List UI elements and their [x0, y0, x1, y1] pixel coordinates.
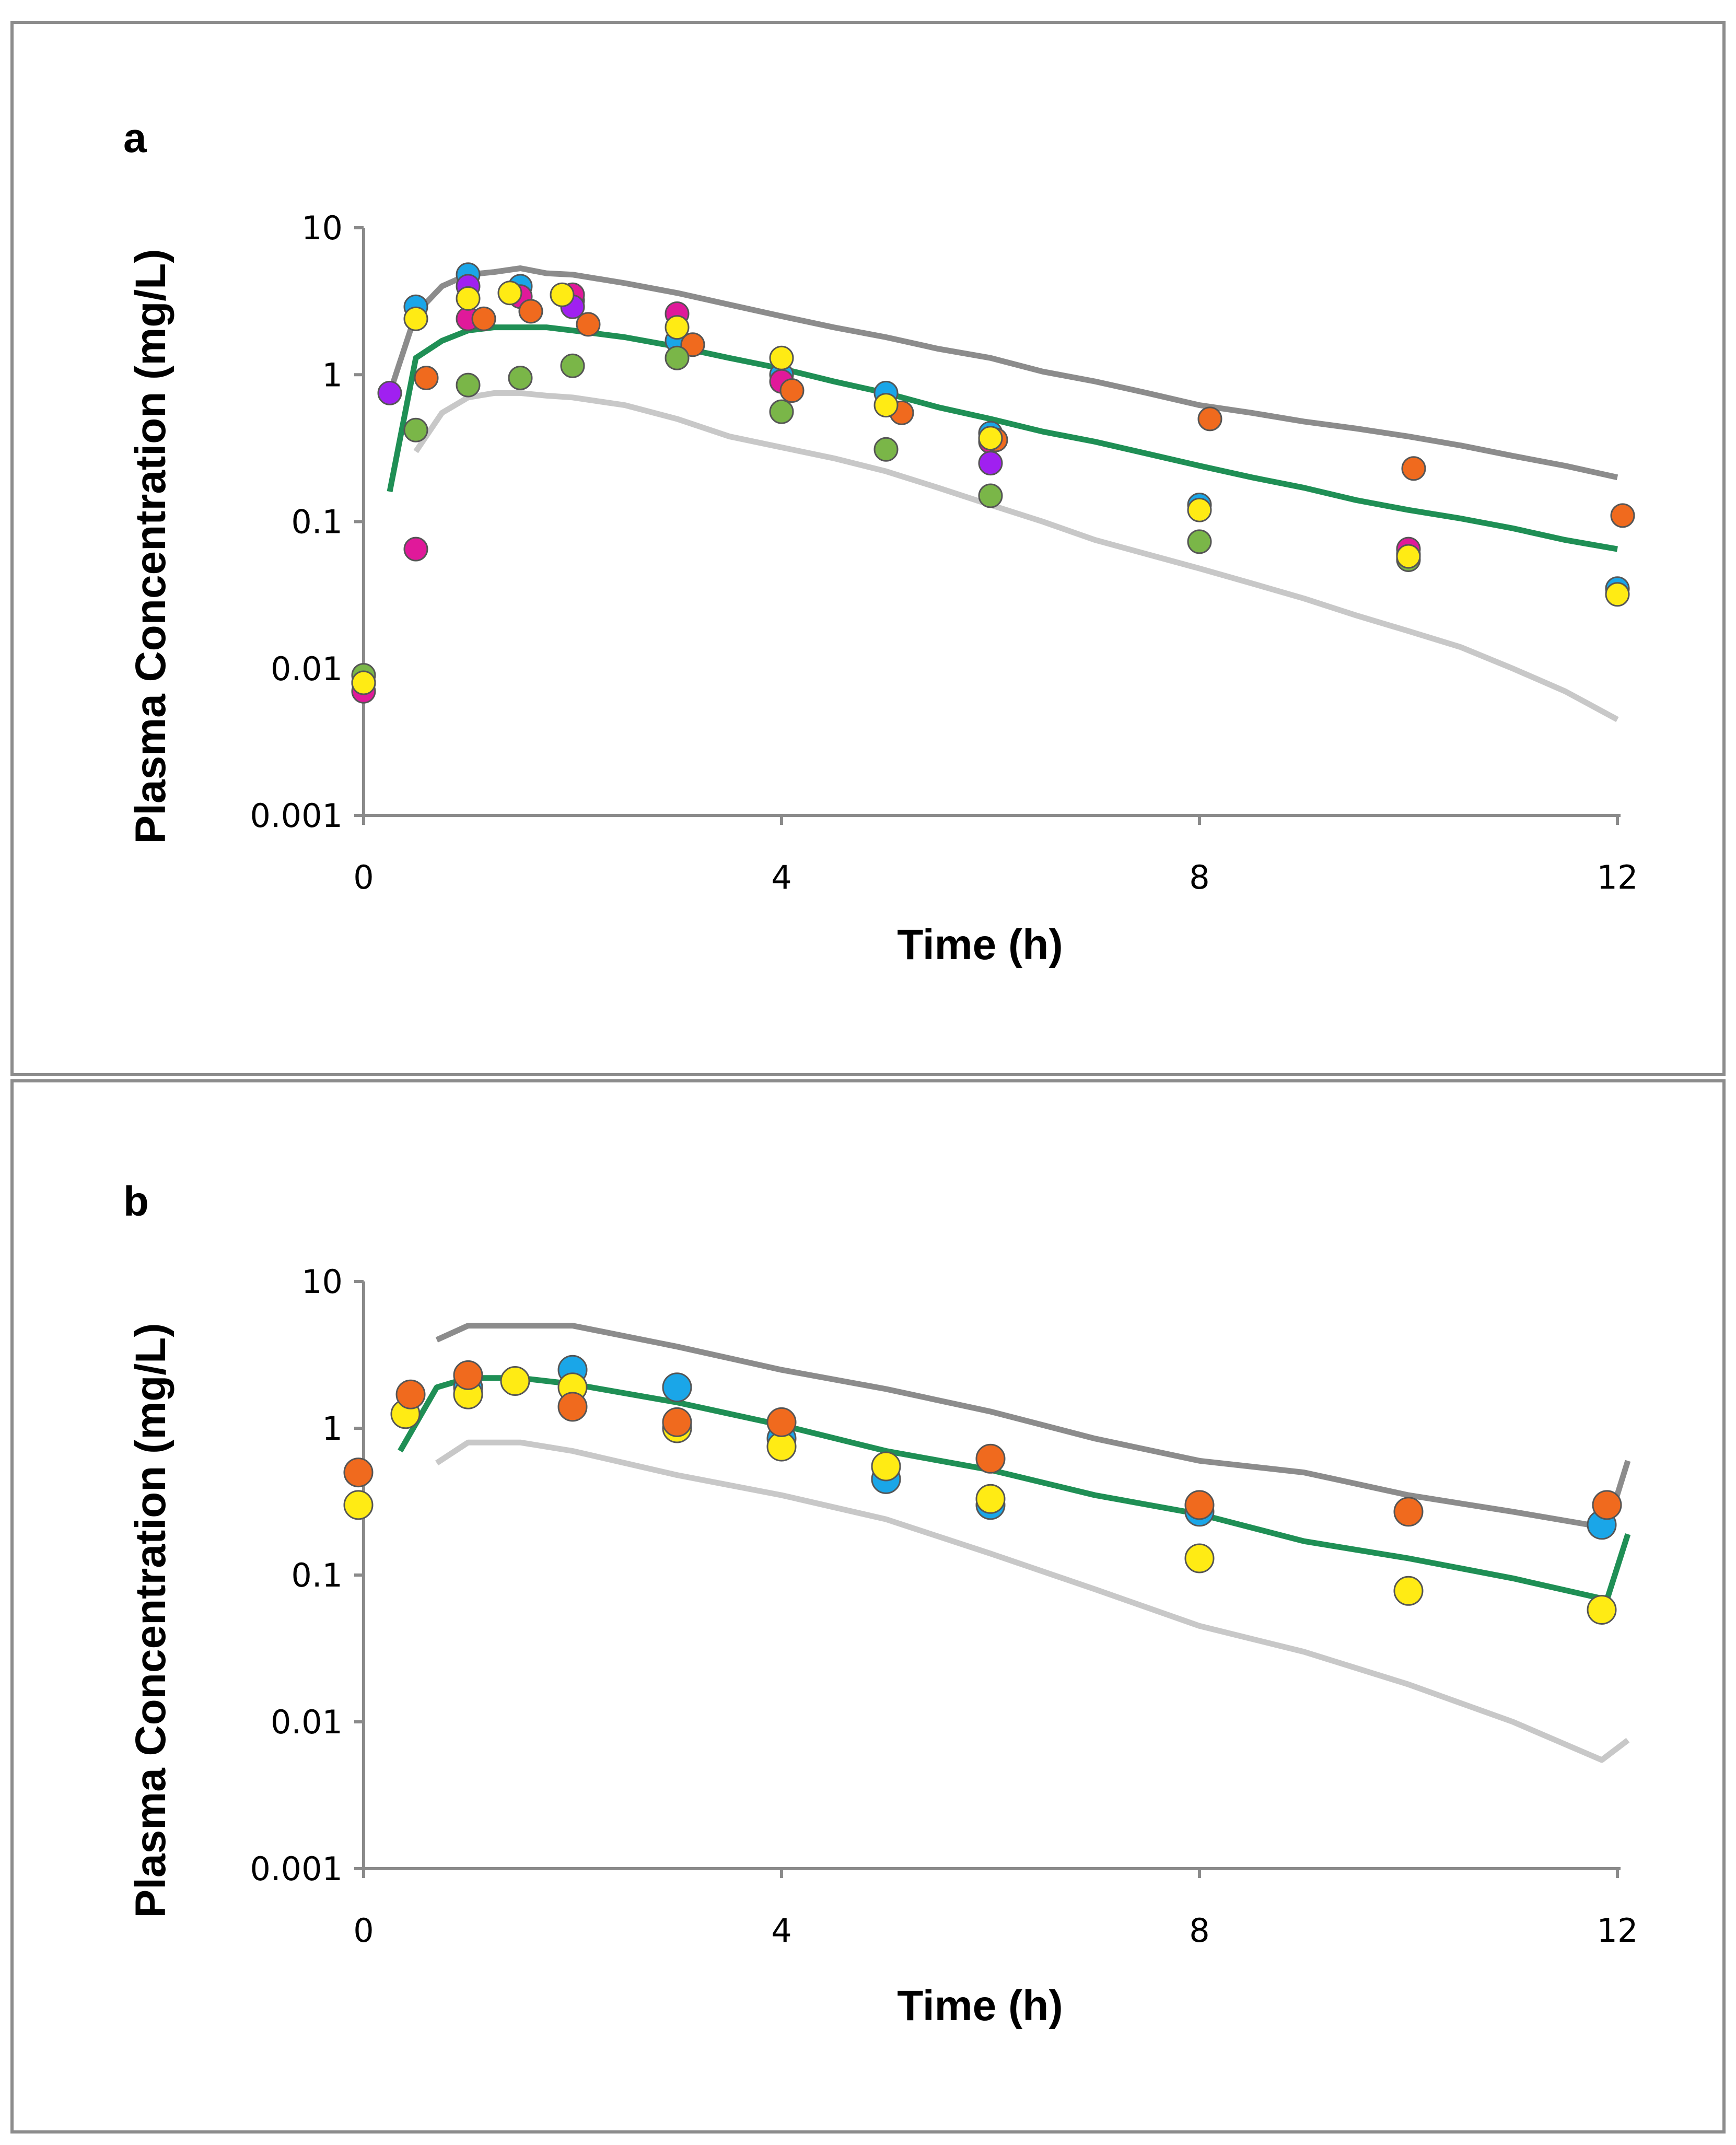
point-subject-yellow — [497, 281, 522, 306]
y-axis-title: Plasma Concentration (mg/L) — [127, 1323, 174, 1918]
chart-a: a 10 1 0.1 0.01 0.001 0 4 8 12 Time (h) Plasma C… — [123, 114, 1638, 969]
point-subject-green — [978, 483, 1003, 508]
y-axis-title: Plasma Concentration (mg/L) — [127, 249, 174, 844]
point-subject-green — [403, 417, 428, 442]
point-subject-yellow — [665, 315, 690, 340]
panel-label: b — [123, 1178, 149, 1225]
chart-panel-a: a 10 1 0.1 0.01 0.001 0 4 8 12 Time (h) Plasma C… — [10, 21, 1726, 1076]
point-subject-orange — [557, 1392, 588, 1422]
point-subject-green — [1187, 529, 1212, 554]
y-tick-label: 10 — [301, 1263, 343, 1301]
point-subject-orange — [576, 312, 601, 337]
x-tick-label: 8 — [1189, 1911, 1209, 1950]
x-tick-label: 8 — [1189, 858, 1209, 896]
y-tick-label: 0.1 — [291, 503, 343, 541]
point-subject-yellow — [343, 1490, 374, 1520]
point-subject-green — [665, 345, 690, 370]
line-median — [387, 324, 1618, 552]
point-subject-yellow — [550, 282, 575, 307]
y-tick-label: 1 — [322, 1409, 343, 1448]
point-subject-orange — [1393, 1497, 1424, 1527]
point-subject-green — [769, 399, 794, 424]
line-upper — [387, 265, 1618, 481]
point-subject-yellow — [1605, 582, 1630, 607]
point-subject-yellow — [975, 1484, 1006, 1514]
point-subject-orange — [518, 299, 543, 324]
plot-area: 10 1 0.1 0.01 0.001 0 4 8 12 — [250, 209, 1638, 896]
x-tick-label: 4 — [771, 858, 791, 896]
x-tick-label: 0 — [353, 858, 374, 896]
x-tick-label: 0 — [353, 1911, 374, 1950]
y-tick-label: 0.01 — [271, 1703, 343, 1741]
point-subject-orange — [1592, 1490, 1622, 1520]
point-subject-yellow — [1184, 1543, 1215, 1573]
point-subject-yellow — [769, 345, 794, 370]
point-subject-orange — [766, 1407, 797, 1437]
x-tick-label: 12 — [1597, 1911, 1638, 1950]
y-tick-label: 0.01 — [271, 650, 343, 688]
x-tick-label: 4 — [771, 1911, 791, 1950]
panel-label: a — [123, 114, 147, 161]
chart-b: b 10 1 0.1 0.01 0.001 0 4 8 12 Time (h) Plasma C… — [123, 1178, 1638, 2030]
y-tick-label: 0.001 — [250, 1850, 343, 1888]
point-subject-yellow — [871, 1451, 901, 1482]
point-subject-orange — [1610, 503, 1635, 528]
point-subject-orange — [662, 1407, 692, 1437]
chart-panel-b: b 10 1 0.1 0.01 0.001 0 4 8 12 Time (h) Plasma C… — [10, 1079, 1726, 2134]
line-lower — [435, 1439, 1630, 1763]
y-tick-label: 10 — [301, 209, 343, 247]
x-tick-label: 12 — [1597, 858, 1638, 896]
point-subject-orange — [975, 1443, 1006, 1474]
point-subject-purple — [377, 380, 402, 405]
point-subject-orange — [395, 1379, 426, 1409]
y-tick-label: 1 — [322, 356, 343, 394]
x-axis-title: Time (h) — [897, 1982, 1063, 2030]
point-subject-orange — [453, 1360, 483, 1390]
point-subject-orange — [414, 366, 439, 390]
plot-area: 10 1 0.1 0.01 0.001 0 4 8 12 — [250, 1263, 1638, 1950]
point-subject-orange — [779, 378, 805, 403]
line-median — [398, 1375, 1631, 1603]
x-axis-title: Time (h) — [897, 921, 1063, 969]
point-subject-yellow — [978, 426, 1003, 451]
point-subject-orange — [1184, 1490, 1215, 1520]
point-subject-blue — [662, 1372, 692, 1403]
point-subject-green — [560, 353, 585, 378]
line-lower — [413, 390, 1619, 722]
point-subject-orange — [471, 306, 496, 331]
point-subject-orange — [680, 332, 705, 357]
point-subject-yellow — [1187, 497, 1212, 522]
point-subject-yellow — [873, 393, 899, 418]
line-upper — [435, 1323, 1631, 1531]
point-subject-yellow — [456, 286, 481, 311]
point-subject-yellow — [1587, 1595, 1617, 1625]
y-tick-label: 0.001 — [250, 797, 343, 835]
point-subject-yellow — [1396, 544, 1421, 569]
point-subject-orange — [1197, 406, 1222, 432]
point-subject-yellow — [403, 306, 428, 331]
point-subject-yellow — [351, 670, 376, 695]
point-subject-purple — [978, 451, 1003, 476]
point-subject-green — [873, 437, 899, 462]
point-subject-yellow — [500, 1366, 530, 1396]
y-tick-label: 0.1 — [291, 1556, 343, 1594]
point-subject-green — [508, 366, 533, 390]
point-subject-yellow — [1393, 1576, 1424, 1606]
point-subject-orange — [343, 1458, 374, 1488]
point-subject-green — [456, 372, 481, 398]
point-subject-orange — [1401, 456, 1426, 481]
point-subject-magenta — [403, 537, 428, 562]
